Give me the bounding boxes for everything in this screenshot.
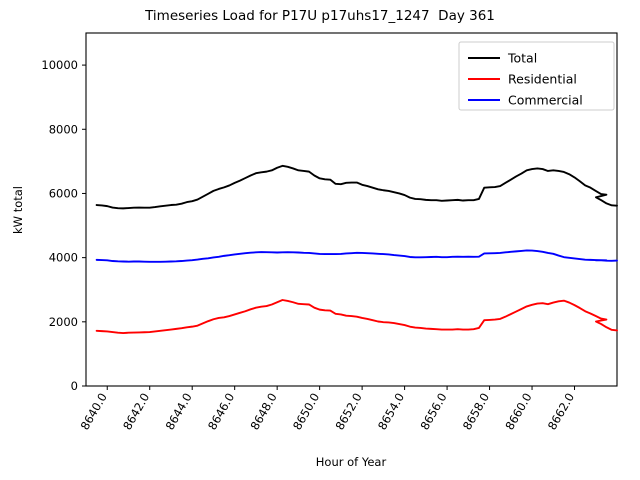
legend-label-residential: Residential [508,72,577,87]
x-tick-label: 8654.0 [375,391,407,433]
legend-items: Total Residential Commercial [468,51,583,108]
x-tick-label: 8640.0 [78,391,110,433]
x-tick-label: 8656.0 [417,391,449,433]
data-series-group [95,164,618,334]
y-tick-label: 4000 [49,251,78,265]
x-tick-label: 8660.0 [502,391,534,433]
y-axis-label: kW total [11,186,25,234]
y-tick-label: 10000 [41,58,78,72]
x-tick-label: 8644.0 [163,391,195,433]
legend-label-commercial: Commercial [508,93,583,108]
x-tick-label: 8652.0 [332,391,364,433]
chart-title: Timeseries Load for P17U p17uhs17_1247 D… [145,8,495,24]
x-tick-label: 8642.0 [120,391,152,433]
y-tick-label: 8000 [49,122,78,136]
series-line-residential [95,299,618,334]
series-line-commercial [95,249,618,263]
y-tick-label: 2000 [49,315,78,329]
x-tick-label: 8646.0 [205,391,237,433]
x-tick-label: 8658.0 [460,391,492,433]
x-axis-ticks: 8640.0 8642.0 8644.0 8646.0 8648.0 8650.0 8652… [78,386,577,433]
y-tick-label: 6000 [49,186,78,200]
plot-frame [85,32,618,387]
x-tick-label: 8662.0 [545,391,577,433]
legend[interactable]: Total Residential Commercial [458,41,615,111]
x-axis-label: Hour of Year [316,455,387,469]
y-axis-ticks: 0 2000 4000 6000 8000 10000 [41,58,86,393]
series-line-total [95,164,618,210]
x-tick-label: 8650.0 [290,391,322,433]
y-tick-label: 0 [71,379,78,393]
legend-label-total: Total [507,51,537,66]
x-tick-label: 8648.0 [248,391,280,433]
